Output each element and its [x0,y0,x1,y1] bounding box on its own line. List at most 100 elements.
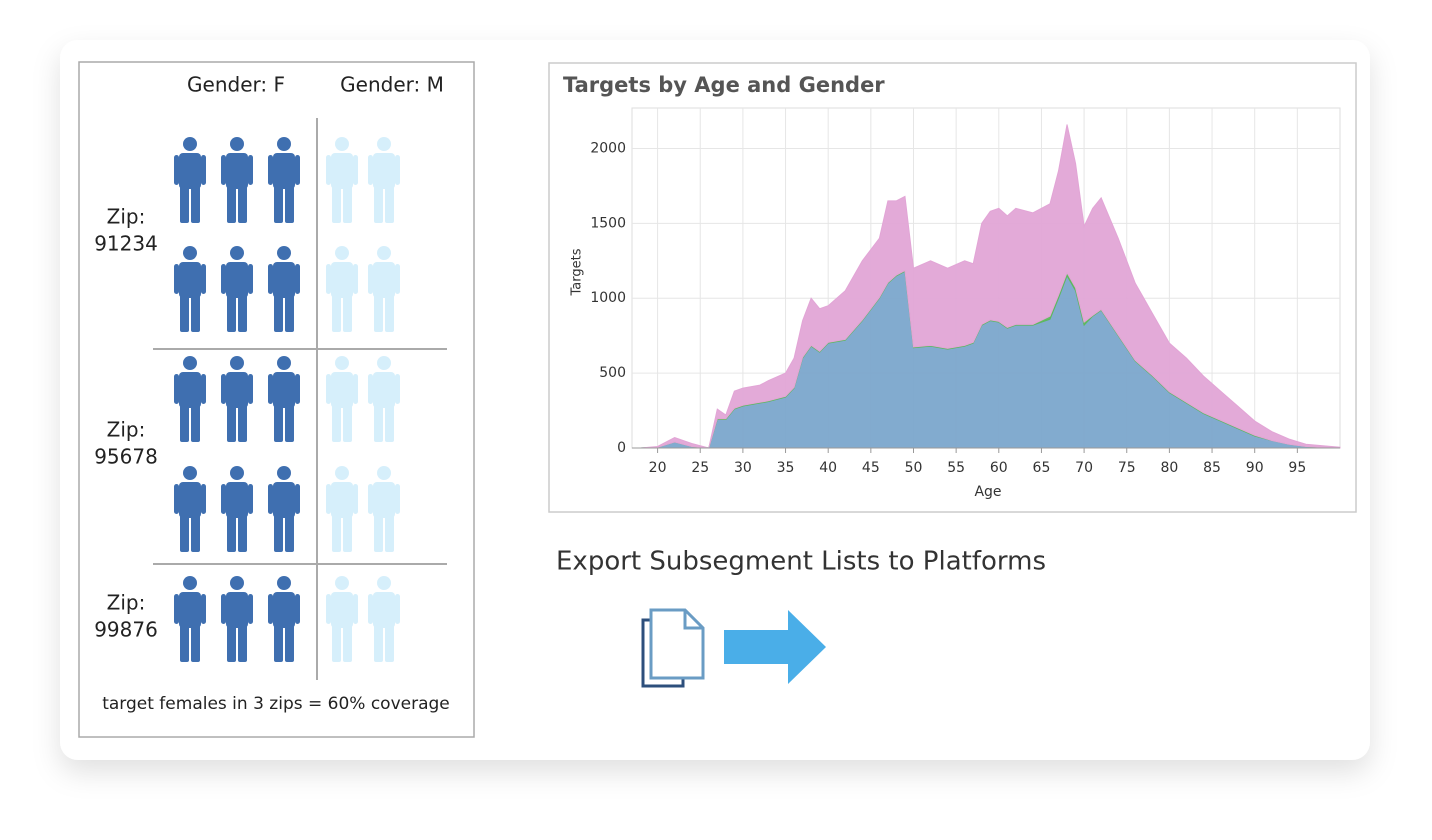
head [183,137,197,151]
leg [385,624,394,662]
leg [285,624,294,662]
head [335,466,349,480]
head [277,137,291,151]
head [277,356,291,370]
leg [374,294,383,332]
person-icon [368,576,400,662]
x-axis-label: Age [974,484,1001,500]
person-icon [174,356,206,442]
leg [332,185,341,223]
arm [174,264,179,294]
torso [226,592,248,628]
head [230,576,244,590]
leg [274,404,283,442]
arm [326,594,331,624]
leg [180,404,189,442]
arm [326,484,331,514]
person-icon [326,246,358,332]
arm [201,264,206,294]
head [377,356,391,370]
leg [180,514,189,552]
zip-label: Zip: [107,591,146,615]
arm [268,374,273,404]
x-tick-label: 60 [990,460,1008,476]
person-icon [268,246,300,332]
arm [248,594,253,624]
arm [326,155,331,185]
x-tick-label: 55 [947,460,965,476]
x-tick-label: 70 [1075,460,1093,476]
leg [274,514,283,552]
torso [179,262,201,298]
leg [385,185,394,223]
arm [248,155,253,185]
leg [343,624,352,662]
x-tick-label: 80 [1160,460,1178,476]
leg [191,185,200,223]
torso [179,482,201,518]
arm [353,155,358,185]
leg [332,624,341,662]
leg [227,294,236,332]
head [230,466,244,480]
arm [353,264,358,294]
export-arrow [724,610,826,684]
x-tick-label: 20 [649,460,667,476]
x-tick-label: 35 [777,460,795,476]
leg [274,624,283,662]
head [183,246,197,260]
leg [385,404,394,442]
torso [273,372,295,408]
arm [295,374,300,404]
head [335,246,349,260]
documents-icon [641,608,705,688]
person-icon [268,356,300,442]
person-icon [221,466,253,552]
person-icon [326,466,358,552]
leg [285,294,294,332]
arm [268,594,273,624]
plot: 0 500 1000 1500 2000 20 25 30 35 40 45 50 55 60 65 70 75… [590,107,1341,476]
caption: target females in 3 zips = 60% coverage [102,694,450,714]
torso [273,153,295,189]
person-icon [221,137,253,223]
arm [174,594,179,624]
leg [191,624,200,662]
arm [248,264,253,294]
leg [374,624,383,662]
x-tick-label: 45 [862,460,880,476]
x-tick-label: 85 [1203,460,1221,476]
arm [221,155,226,185]
zip-label: Zip: [107,205,146,229]
person-icon [221,356,253,442]
arm [353,484,358,514]
arm [248,484,253,514]
header-m: Gender: M [340,73,444,97]
torso [331,262,353,298]
x-tick-label: 95 [1288,460,1306,476]
leg [332,514,341,552]
head [183,466,197,480]
arm [295,264,300,294]
y-tick-label: 0 [617,440,626,456]
zip-code: 95678 [94,445,158,469]
arm [353,594,358,624]
leg [374,404,383,442]
leg [385,514,394,552]
head [277,246,291,260]
y-axis-label: Targets [570,248,585,296]
torso [331,153,353,189]
leg [343,294,352,332]
arm [368,155,373,185]
leg [191,514,200,552]
head [183,356,197,370]
arm [368,374,373,404]
person-icon [326,356,358,442]
person-icon [326,576,358,662]
arm [268,484,273,514]
arm [295,484,300,514]
torso [331,482,353,518]
head [230,137,244,151]
person-icon [326,137,358,223]
